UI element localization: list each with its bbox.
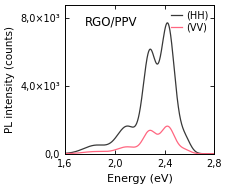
(HH) — [135, 122, 138, 125]
(HH) — [219, 153, 222, 155]
Line: (HH): (HH) — [65, 23, 221, 154]
X-axis label: Energy (eV): Energy (eV) — [107, 174, 173, 184]
Text: RGO/PPV: RGO/PPV — [84, 15, 137, 28]
Legend: (HH), (VV): (HH), (VV) — [170, 10, 210, 33]
(VV) — [215, 153, 217, 155]
Line: (VV): (VV) — [65, 126, 221, 154]
(VV) — [64, 153, 66, 155]
(HH) — [139, 104, 142, 106]
Y-axis label: PL intensity (counts): PL intensity (counts) — [5, 26, 15, 133]
(VV) — [135, 145, 138, 148]
(VV) — [166, 125, 169, 127]
(HH) — [72, 151, 74, 153]
(VV) — [215, 153, 217, 155]
(VV) — [219, 153, 222, 155]
(VV) — [186, 149, 189, 151]
(HH) — [64, 152, 66, 154]
(VV) — [139, 141, 142, 144]
(HH) — [215, 153, 217, 155]
(HH) — [186, 138, 189, 140]
(HH) — [215, 153, 217, 155]
(HH) — [166, 22, 169, 24]
(VV) — [72, 152, 74, 154]
